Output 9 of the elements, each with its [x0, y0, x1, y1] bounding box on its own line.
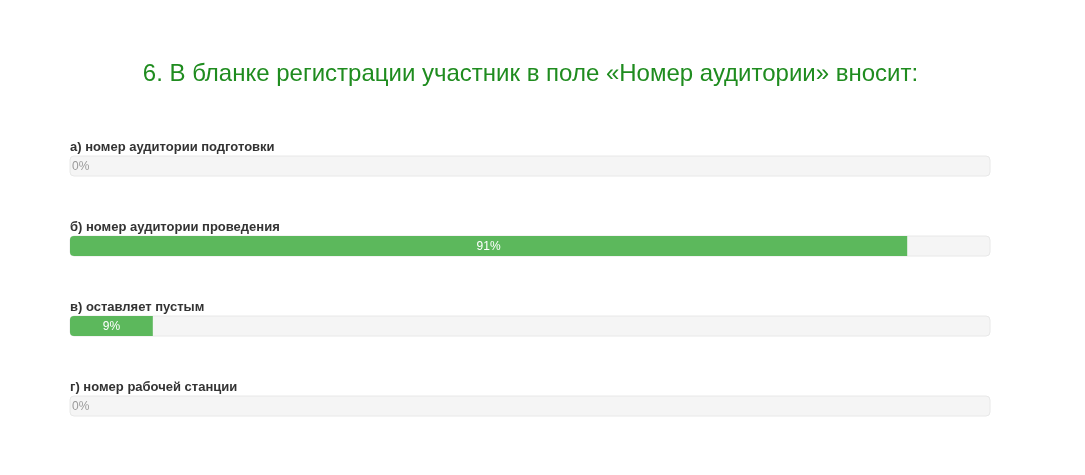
- y-tick-label: а) номер аудитории подготовки: [70, 139, 275, 154]
- data-label: 9%: [102, 319, 121, 334]
- data-label: 91%: [476, 239, 501, 254]
- y-tick-label: в) оставляет пустым: [70, 299, 205, 314]
- y-tick-label: г) номер рабочей станции: [70, 379, 238, 394]
- chart-title: 6. В бланке регистрации участник в поле «Номер аудитории» вносит:: [142, 58, 919, 88]
- data-label: 0%: [72, 159, 90, 174]
- y-tick-label: б) номер аудитории проведения: [70, 219, 280, 234]
- data-label: 0%: [72, 399, 90, 414]
